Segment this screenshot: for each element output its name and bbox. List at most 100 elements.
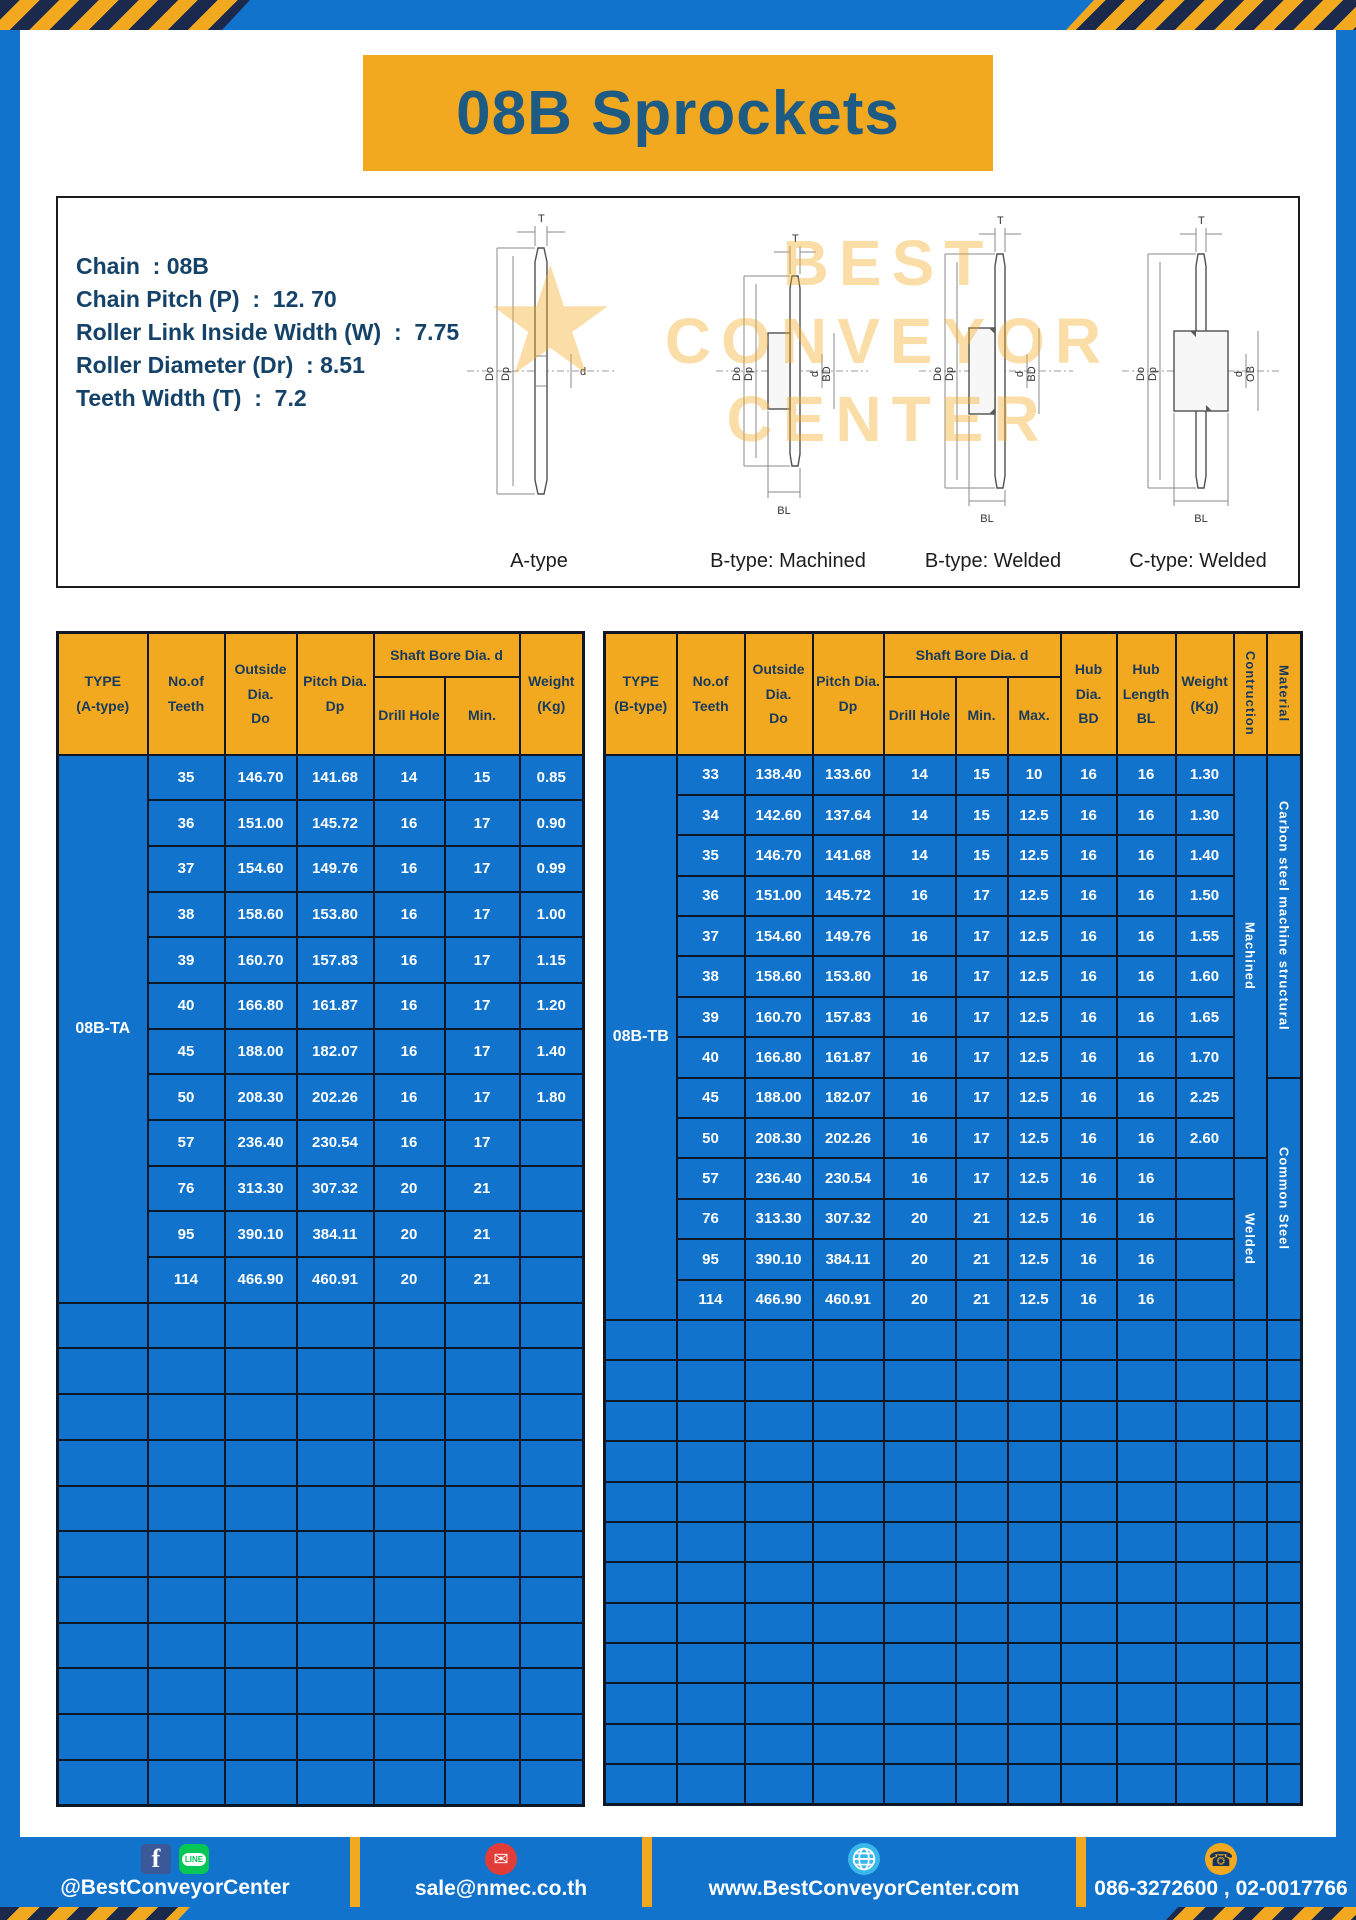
empty-cell: [146, 1667, 226, 1715]
header-construction: Contruction: [1232, 631, 1268, 756]
header-shaft-bore: Shaft Bore Dia. d: [372, 631, 521, 678]
cell-min: 17: [954, 955, 1009, 998]
chain-spec-list: Chain : 08B Chain Pitch (P) : 12. 70 Rol…: [76, 250, 459, 415]
empty-cell: [56, 1667, 149, 1715]
dim-label-do: Do: [484, 367, 496, 381]
cell-min: 17: [443, 1119, 521, 1167]
cell-do: 208.30: [743, 1117, 814, 1160]
spec-line: Roller Link Inside Width (W) : 7.75: [76, 319, 460, 345]
empty-cell: [675, 1399, 746, 1443]
cell-bl: 16: [1115, 793, 1177, 837]
dim-label-t: T: [1198, 215, 1205, 227]
footer-social-handle[interactable]: @BestConveyorCenter: [60, 1876, 290, 1899]
cell-max: 12.5: [1006, 1117, 1062, 1160]
cell-bl: 16: [1115, 1157, 1177, 1200]
empty-cell: [223, 1393, 298, 1441]
footer-phone-text[interactable]: 086-3272600 , 02-0017766: [1094, 1877, 1348, 1900]
empty-cell: [603, 1561, 678, 1604]
table-a-row: 38 158.60 153.80 16 17 1.00: [58, 890, 585, 939]
facebook-icon[interactable]: f: [141, 1844, 171, 1874]
empty-cell: [518, 1575, 585, 1624]
phone-icon[interactable]: ☎: [1205, 1843, 1237, 1875]
footer-email-text[interactable]: sale@nmec.co.th: [414, 1877, 588, 1900]
page-content: 08B Sprockets Chain : 08B Chain Pitch (P…: [20, 30, 1336, 1837]
cell-teeth: 114: [146, 1256, 226, 1304]
empty-cell: [56, 1484, 149, 1533]
header-weight: Weight (Kg): [518, 631, 585, 756]
top-decorative-strip: [0, 0, 1356, 30]
cell-weight: 1.40: [1174, 834, 1235, 877]
table-a-row: 08B-TA 35 146.70 141.68 14 15 0.85: [56, 753, 585, 1304]
footer-website-text[interactable]: www.BestConveyorCenter.com: [708, 1877, 1020, 1900]
material-group-cell: Carbon steel machine structural: [1265, 753, 1303, 1079]
cell-min: 15: [954, 834, 1009, 877]
cell-weight: 1.65: [1174, 995, 1235, 1039]
cell-do: 188.00: [743, 1076, 814, 1120]
cell-bd: 16: [1059, 874, 1118, 918]
cell-dp: 182.07: [295, 1027, 375, 1076]
empty-cell: [811, 1561, 885, 1604]
empty-cell: [743, 1520, 814, 1564]
empty-cell: [1174, 1682, 1235, 1725]
empty-cell: [295, 1438, 375, 1487]
construction-group-cell: Machined: [1232, 753, 1268, 1160]
empty-cell: [882, 1480, 957, 1523]
empty-cell: [743, 1318, 814, 1362]
cell-bd: 16: [1059, 915, 1118, 958]
cell-min: 17: [954, 1076, 1009, 1120]
cell-dp: 133.60: [811, 753, 885, 796]
empty-cell: [743, 1601, 814, 1645]
empty-cell: [372, 1712, 446, 1761]
email-icon[interactable]: ✉: [485, 1843, 517, 1875]
empty-cell: [1265, 1399, 1303, 1443]
cell-weight: 2.25: [1174, 1076, 1235, 1120]
empty-cell: [882, 1318, 957, 1362]
empty-cell: [743, 1399, 814, 1443]
empty-cell: [443, 1484, 521, 1533]
cell-bl: 16: [1115, 1197, 1177, 1241]
empty-cell: [146, 1758, 226, 1807]
empty-cell: [603, 1642, 678, 1685]
line-icon[interactable]: LINE: [179, 1844, 209, 1874]
empty-cell: [1115, 1642, 1177, 1685]
cell-max: 12.5: [1006, 834, 1062, 877]
empty-cell: [954, 1520, 1009, 1564]
table-a-empty-row: [56, 1758, 585, 1807]
globe-icon[interactable]: [848, 1843, 880, 1875]
hazard-stripe-top-right: [1066, 0, 1356, 30]
empty-cell: [1115, 1520, 1177, 1564]
empty-cell: [295, 1347, 375, 1396]
empty-cell: [443, 1621, 521, 1670]
cell-dp: 149.76: [295, 844, 375, 893]
hazard-stripe-bottom-left: [0, 1907, 190, 1920]
empty-cell: [954, 1399, 1009, 1443]
header-min: Min.: [954, 675, 1009, 756]
header-material: Material: [1265, 631, 1303, 756]
cell-do: 313.30: [223, 1164, 298, 1213]
empty-cell: [1115, 1318, 1177, 1362]
table-a-row: 39 160.70 157.83 16 17 1.15: [58, 936, 585, 984]
cell-dp: 137.64: [811, 793, 885, 837]
empty-cell: [223, 1667, 298, 1715]
empty-cell: [954, 1359, 1009, 1402]
empty-cell: [223, 1301, 298, 1350]
empty-cell: [1059, 1520, 1118, 1564]
diagram-label-a-type: A-type: [510, 550, 568, 572]
diagram-a-type: T Do Dp d: [467, 213, 614, 495]
table-a-empty-row: [56, 1575, 585, 1624]
dim-label-bl: BL: [1194, 513, 1207, 525]
spec-line: Chain Pitch (P) : 12. 70: [76, 286, 337, 312]
empty-cell: [1265, 1722, 1303, 1766]
empty-cell: [518, 1347, 585, 1396]
cell-dp: 161.87: [295, 981, 375, 1030]
empty-cell: [295, 1393, 375, 1441]
cell-teeth: 37: [146, 844, 226, 893]
cell-do: 390.10: [743, 1238, 814, 1281]
dim-label-d: d: [1233, 371, 1245, 377]
table-b-row: 57 236.40 230.54 16 17 12.5 16 16 Welded: [605, 1157, 1302, 1321]
cell-do: 138.40: [743, 753, 814, 796]
cell-do: 158.60: [743, 955, 814, 998]
empty-cell: [1265, 1642, 1303, 1685]
spec-line: Teeth Width (T) : 7.2: [76, 385, 307, 411]
